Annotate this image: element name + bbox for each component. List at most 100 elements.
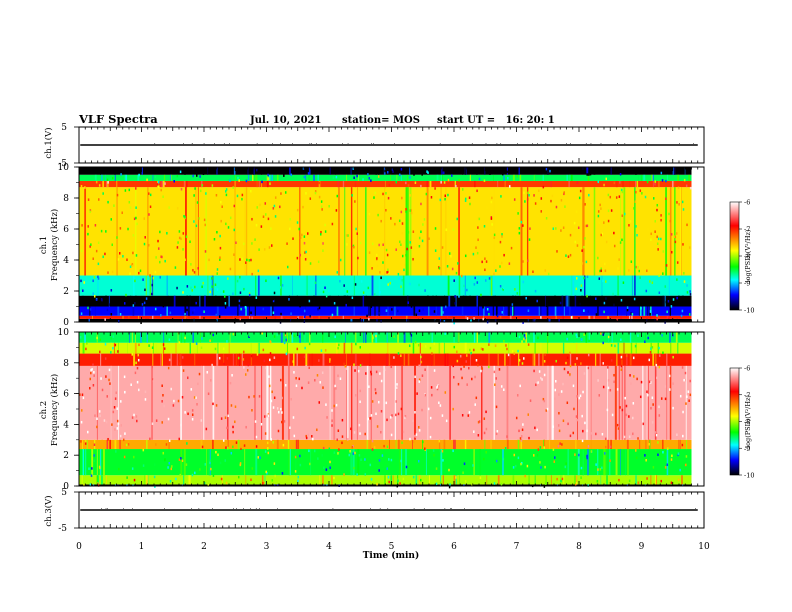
spectral-speckle [350, 427, 352, 431]
spectral-streak [245, 306, 247, 316]
spectral-speckle [303, 315, 306, 319]
spectral-speckle [562, 226, 565, 229]
spectral-speckle [493, 233, 496, 237]
spectral-streak [390, 174, 391, 181]
spectral-speckle [391, 308, 393, 311]
spectral-speckle [93, 295, 96, 298]
spectral-streak [276, 174, 279, 181]
spectral-speckle [240, 445, 242, 449]
spectral-streak [147, 187, 149, 276]
spectral-speckle [185, 235, 188, 238]
spectral-speckle [195, 301, 197, 305]
spectral-speckle [359, 432, 361, 435]
spectral-speckle [685, 402, 687, 405]
spectral-speckle [625, 413, 628, 417]
spectral-speckle [463, 284, 465, 288]
spectral-speckle [382, 243, 384, 246]
spectral-streak [462, 167, 463, 175]
spectral-speckle [605, 177, 608, 181]
spectral-speckle [257, 269, 260, 273]
spectral-streak [280, 275, 282, 296]
spectral-speckle [613, 176, 616, 179]
spectral-streak [360, 318, 363, 322]
spectral-speckle [480, 347, 483, 351]
spectral-speckle [644, 195, 647, 199]
spectral-speckle [569, 434, 572, 438]
spectral-streak [528, 475, 530, 485]
spectral-streak [330, 315, 332, 319]
spectral-speckle [225, 446, 227, 449]
spectral-speckle [232, 430, 234, 434]
spectral-streak [108, 295, 110, 307]
spectral-streak [387, 306, 389, 316]
spectral-streak [627, 449, 629, 476]
spectral-speckle [301, 386, 303, 390]
spectral-speckle [108, 368, 111, 372]
spectral-speckle [334, 335, 336, 339]
spectral-speckle [417, 343, 420, 347]
spectral-speckle [216, 288, 219, 291]
spectral-speckle [632, 416, 634, 420]
spectral-speckle [528, 238, 531, 241]
spectral-streak [177, 332, 179, 343]
spectral-streak [254, 365, 256, 440]
spectral-speckle [209, 293, 211, 296]
spectral-speckle [400, 285, 402, 288]
spectral-speckle [178, 236, 181, 240]
spectral-streak [593, 187, 596, 276]
spectral-streak [666, 365, 668, 440]
colorbar-tick-label: -10 [744, 307, 754, 315]
spectral-speckle [600, 332, 602, 335]
spectral-streak [643, 306, 646, 316]
spectral-speckle [104, 252, 106, 256]
spectral-speckle [229, 179, 231, 183]
spectral-streak [289, 332, 292, 343]
spectral-speckle [635, 449, 637, 452]
spectral-streak [512, 306, 515, 316]
y-tick-label: 10 [58, 163, 70, 173]
spectral-speckle [495, 269, 497, 272]
spectral-speckle [453, 321, 455, 325]
spectral-speckle [466, 383, 468, 386]
spectral-streak [464, 275, 466, 296]
time-axis: 0 1 2 3 4 5 6 7 8 9 10 [76, 542, 710, 552]
spectral-streak [492, 174, 494, 181]
spectral-speckle [250, 354, 253, 358]
spectral-streak [201, 365, 203, 440]
spectral-speckle [453, 279, 455, 282]
spectral-streak [409, 167, 411, 175]
spectral-speckle [212, 474, 215, 477]
spectral-speckle [430, 196, 433, 199]
spectral-speckle [129, 272, 131, 275]
spectral-speckle [414, 411, 416, 414]
spectral-speckle [354, 369, 356, 372]
spectral-streak [247, 174, 250, 181]
spectral-speckle [87, 430, 89, 434]
spectral-streak [402, 275, 405, 296]
spectral-speckle [607, 219, 610, 223]
spectral-speckle [186, 442, 188, 445]
spectral-speckle [664, 466, 667, 469]
spectral-speckle [154, 175, 157, 179]
spectral-speckle [436, 386, 438, 389]
spectral-speckle [450, 254, 452, 258]
spectral-speckle [421, 374, 424, 377]
spectral-speckle [136, 380, 139, 384]
spectral-streak [554, 306, 557, 316]
spectral-streak [628, 315, 631, 319]
spectral-speckle [607, 241, 609, 244]
spectral-streak [203, 365, 205, 440]
spectral-speckle [88, 467, 90, 470]
spectral-speckle [191, 418, 194, 421]
spectral-speckle [688, 399, 690, 402]
spectral-streak [170, 353, 172, 366]
spectral-speckle [544, 353, 546, 357]
spectral-speckle [473, 317, 475, 320]
spectral-speckle [632, 432, 634, 436]
spectral-speckle [308, 299, 311, 303]
spectral-streak [404, 484, 406, 486]
spectral-speckle [136, 419, 138, 423]
spectral-streak [161, 332, 164, 343]
spectral-speckle [255, 445, 258, 448]
spectral-speckle [401, 254, 404, 258]
